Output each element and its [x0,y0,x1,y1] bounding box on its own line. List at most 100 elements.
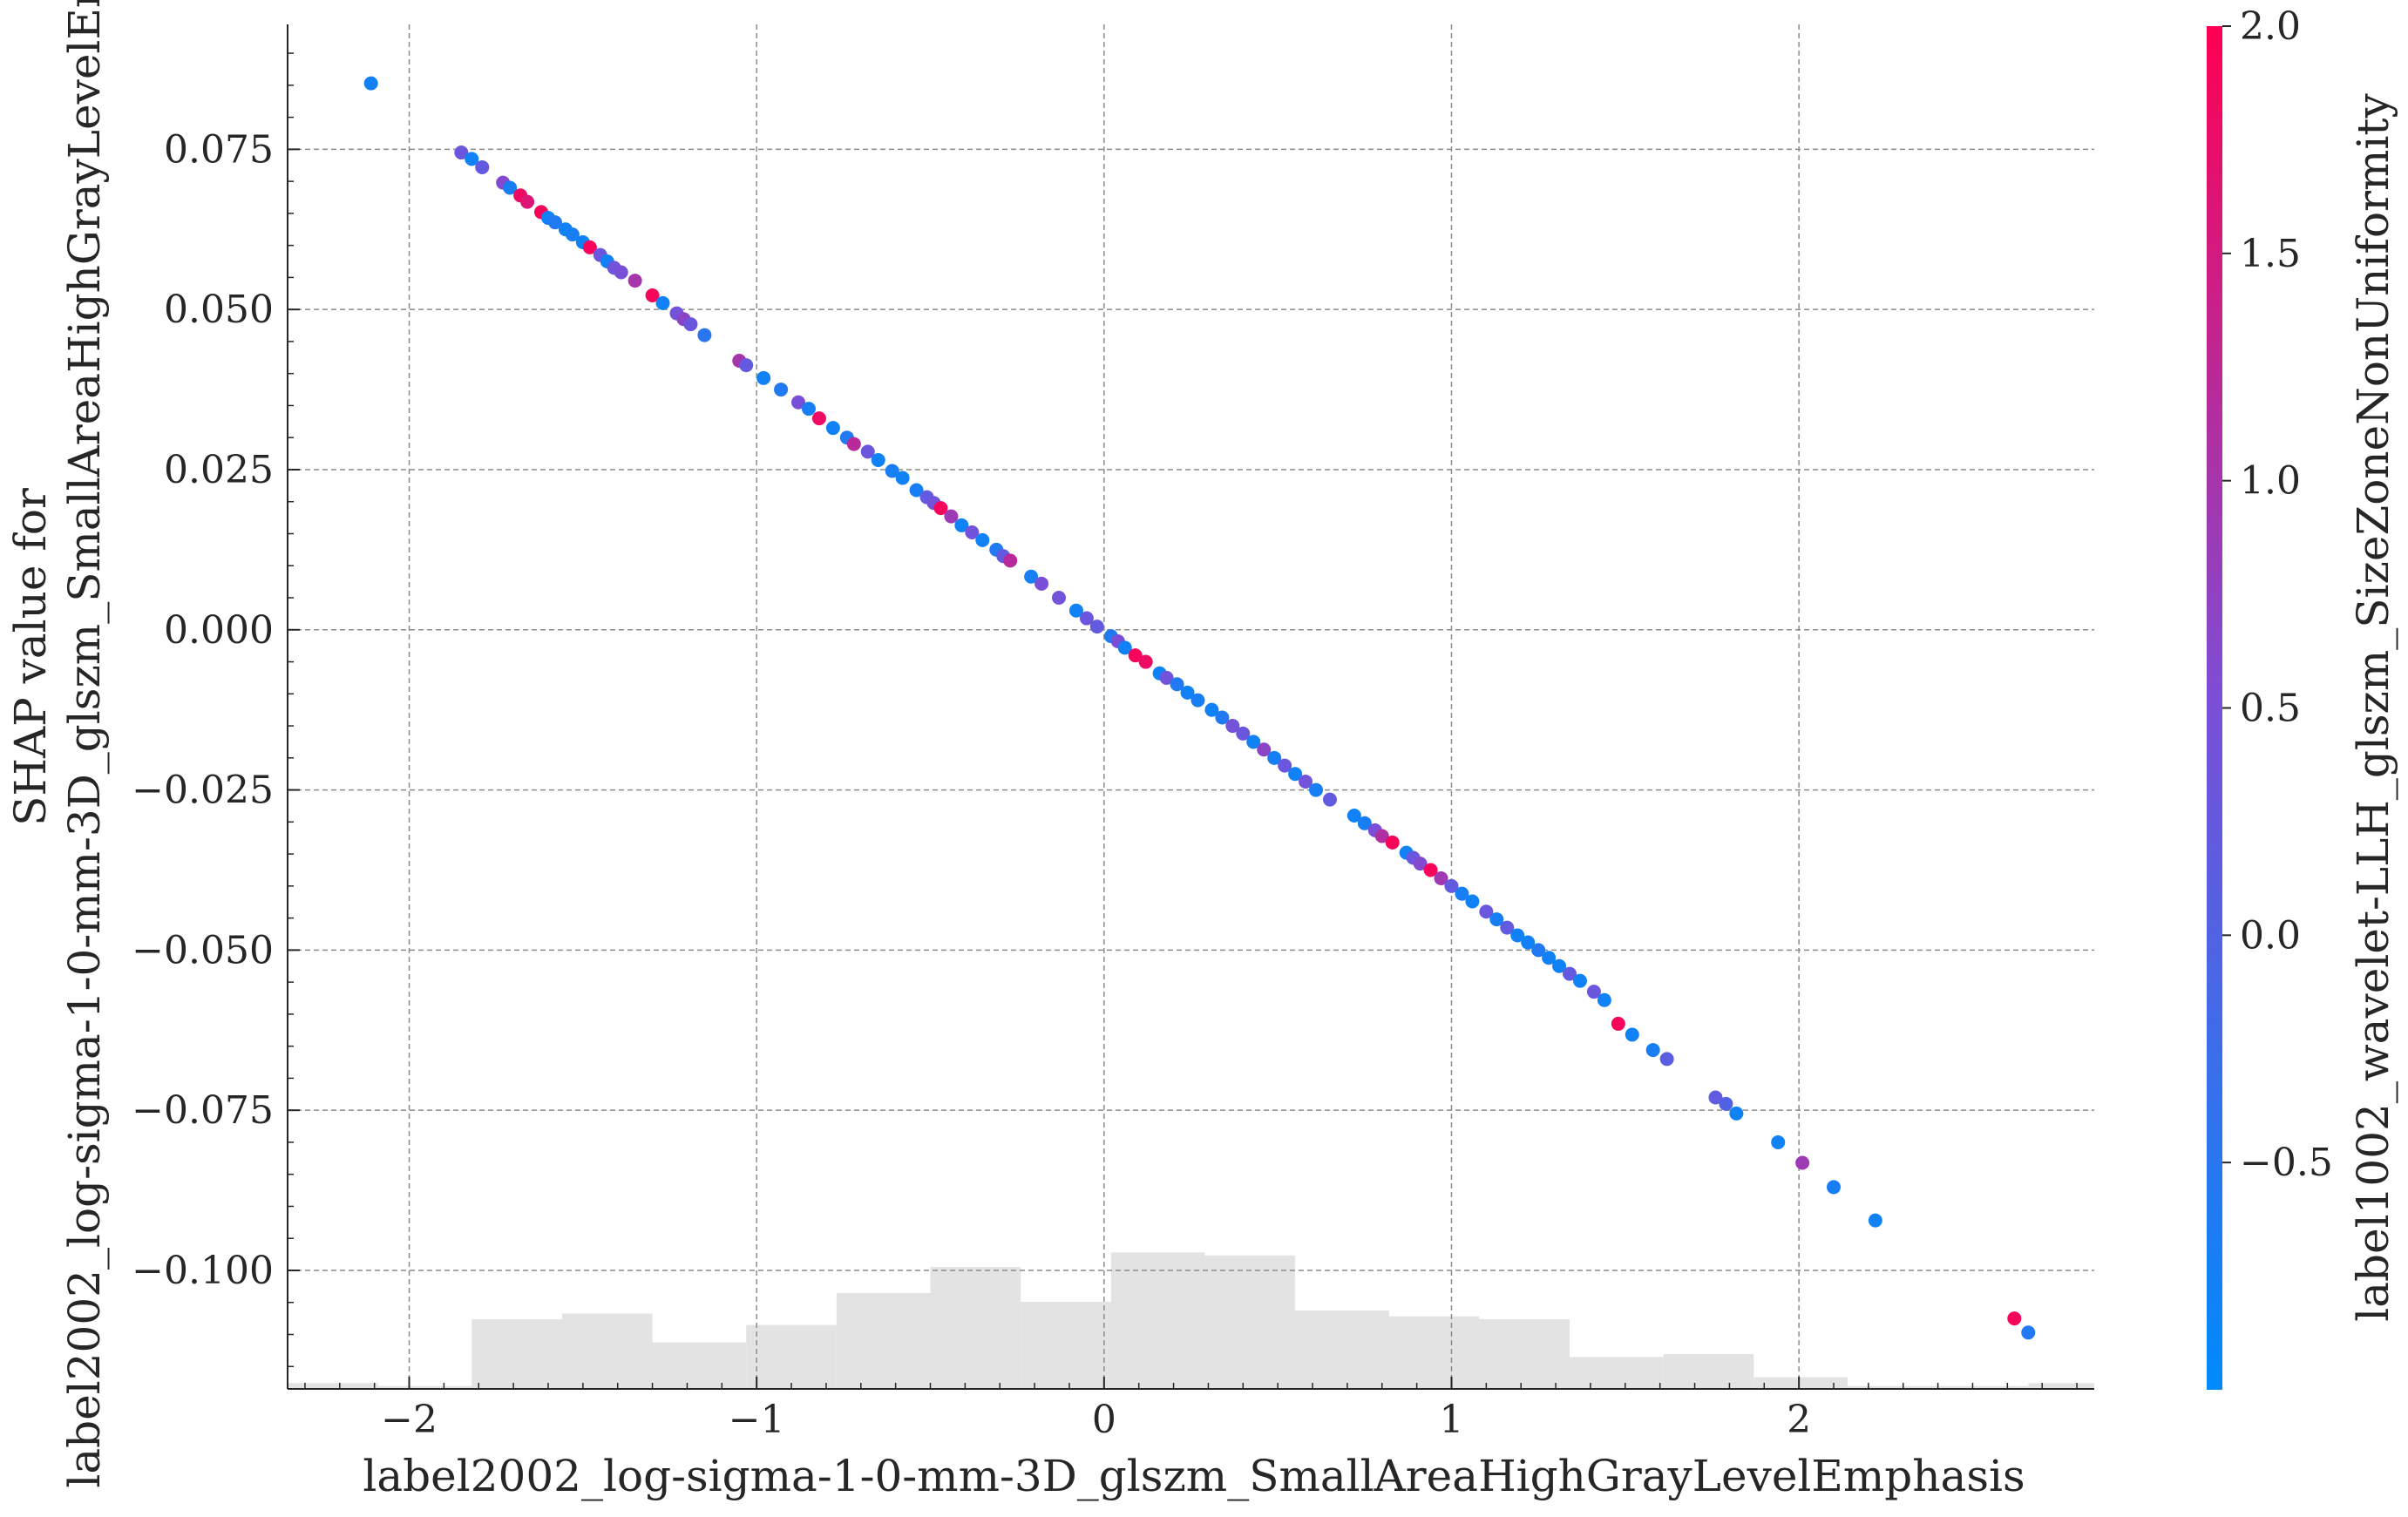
data-point [871,452,885,467]
data-point [1079,611,1094,626]
x-tick-label: −1 [729,1398,785,1442]
histogram-bar [1847,1385,1938,1389]
data-point [1034,576,1049,591]
data-point [1434,871,1448,886]
histogram-bar [377,1385,472,1389]
data-point [363,76,378,91]
data-point [1597,992,1611,1007]
feature-histogram [288,1252,2094,1389]
data-point [1322,792,1337,807]
x-axis-ticks: −2 −1 0 1 2 [304,1377,2078,1442]
data-point [547,215,562,230]
data-point [645,288,660,302]
data-point [2007,1311,2022,1326]
data-point [1729,1106,1744,1121]
colorbar: 2.0 1.5 1.0 0.5 0.0 −0.5 label1002_wavelet-LL… [2207,4,2398,1390]
data-point [655,295,670,310]
histogram-bar [2028,1383,2094,1389]
data-point [1465,894,1480,909]
y-tick-label: −0.025 [132,769,274,813]
data-point [1708,1090,1723,1105]
y-axis-title-line1: SHAP value for [5,488,56,826]
data-point [697,328,712,342]
histogram-bar [1388,1316,1480,1389]
data-point [503,180,518,195]
histogram-bar [836,1293,931,1389]
scatter-points [363,76,2036,1340]
data-point [860,444,875,459]
colorbar-tick-label: −0.5 [2240,1141,2333,1185]
data-point [1215,710,1230,725]
data-point [582,240,597,254]
data-point [954,518,969,532]
data-point [1795,1155,1810,1170]
data-point [465,152,479,166]
data-point [1299,775,1313,789]
data-point [1771,1134,1786,1149]
histogram-bar [1204,1255,1296,1389]
data-point [1257,742,1272,757]
data-point [1385,835,1400,850]
data-point [1052,591,1067,606]
y-tick-label: 0.000 [164,608,274,653]
colorbar-tick-label: 2.0 [2240,4,2301,49]
grid-lines [288,24,2094,1389]
histogram-bar [1110,1252,1205,1389]
data-point [1645,1043,1660,1058]
y-axis-ticks: 0.075 0.050 0.025 0.000 −0.025 −0.050 −0.075 −0… [132,52,300,1368]
data-point [1868,1213,1882,1228]
data-point [811,411,826,426]
y-tick-label: −0.100 [132,1249,274,1293]
data-point [1444,878,1459,893]
data-point [909,483,924,498]
data-point [1521,935,1536,950]
x-tick-label: −2 [381,1398,438,1442]
y-tick-label: −0.050 [132,928,274,972]
data-point [1138,654,1153,669]
data-point [1531,943,1546,958]
data-point [1225,719,1240,734]
colorbar-tick-label: 1.5 [2240,232,2301,276]
histogram-bar [1937,1385,2029,1389]
data-point [1288,767,1303,782]
data-point [1500,920,1515,935]
data-point [1170,677,1184,692]
x-tick-label: 1 [1439,1398,1463,1442]
data-point [1659,1052,1674,1067]
data-point [756,370,771,385]
data-point [1246,735,1261,749]
histogram-bar [1663,1354,1754,1389]
data-point [1267,750,1282,765]
data-point [1374,829,1389,843]
data-point [1089,620,1104,634]
data-point [683,317,698,332]
data-point [1236,726,1251,741]
colorbar-ticks: 2.0 1.5 1.0 0.5 0.0 −0.5 [2222,4,2333,1185]
data-point [1068,603,1083,618]
data-point [1159,670,1174,685]
data-point [1003,553,1018,568]
data-point [895,471,910,485]
data-point [1204,702,1219,717]
colorbar-tick-label: 0.0 [2240,913,2301,958]
data-point [975,532,990,547]
data-point [1563,966,1577,981]
data-point [1309,782,1324,797]
y-tick-label: 0.025 [164,448,274,492]
histogram-bar [561,1313,653,1389]
histogram-bar [746,1324,837,1389]
histogram-bar [1295,1310,1389,1389]
data-point [1542,951,1557,965]
colorbar-tick-label: 1.0 [2240,459,2301,504]
data-point [1128,648,1143,663]
histogram-bar [930,1267,1021,1389]
plot-axes [287,24,2094,1390]
data-point [627,274,642,288]
data-point [1719,1096,1733,1111]
data-point [1572,973,1587,988]
data-point [2021,1325,2036,1340]
colorbar-tick-label: 0.5 [2240,687,2301,731]
data-point [885,464,899,478]
histogram-bar [1753,1377,1848,1389]
data-point [1489,912,1504,927]
